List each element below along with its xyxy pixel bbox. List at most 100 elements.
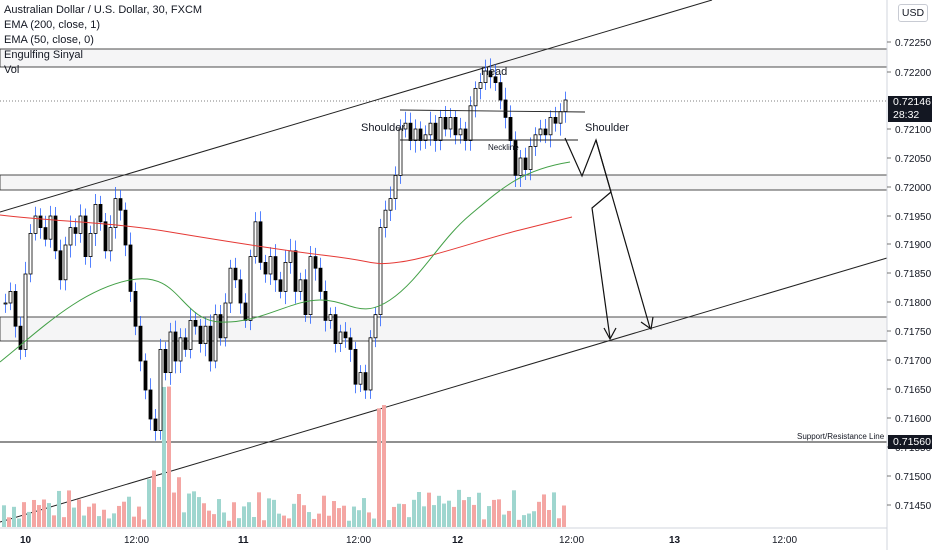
candle-body (258, 221, 263, 263)
indicator-volume[interactable]: Vol (4, 64, 20, 76)
volume-bar (152, 470, 156, 527)
candle-body (303, 279, 308, 315)
candle-body (218, 314, 223, 339)
price-tick-label: 0.71950 (895, 212, 932, 223)
candle-body (298, 279, 303, 292)
price-tick-label: 0.71800 (895, 298, 932, 309)
candle-body (228, 267, 233, 304)
candle-body (353, 348, 358, 385)
volume-bar (452, 506, 456, 527)
volume-bar (97, 516, 101, 527)
time-tick-label: 12:00 (559, 535, 584, 546)
volume-bar (327, 515, 331, 527)
volume-bar (307, 512, 311, 527)
candle-body (308, 256, 313, 316)
candle-body (328, 314, 333, 321)
symbol-title[interactable]: Australian Dollar / U.S. Dollar, 30, FXC… (4, 4, 203, 16)
volume-bar (137, 506, 141, 527)
channel-lower-line (0, 257, 888, 523)
candle-body (538, 128, 543, 136)
candle-body (418, 128, 423, 141)
volume-bar (107, 518, 111, 527)
candle-body (53, 215, 58, 252)
volume-bar (537, 501, 541, 527)
volume-bar (227, 520, 231, 527)
candle-body (508, 117, 513, 142)
candle-body (208, 325, 213, 362)
volume-bar (12, 506, 16, 527)
price-tick-label: 0.72100 (895, 125, 932, 136)
volume-bar (192, 491, 196, 527)
volume-bar (352, 506, 356, 527)
candle-body (233, 267, 238, 281)
volume-bar (62, 517, 66, 527)
volume-bar (177, 477, 181, 527)
volume-bar (487, 506, 491, 527)
currency-button[interactable]: USD (898, 4, 928, 22)
candle-body (293, 250, 298, 292)
candle-body (28, 232, 33, 275)
volume-bar (247, 502, 251, 527)
candle-body (338, 331, 343, 344)
candle-body (478, 82, 483, 89)
candle-body (373, 314, 378, 339)
volume-bar (7, 517, 11, 527)
volume-bar (297, 494, 301, 527)
candle-body (278, 279, 283, 292)
volume-bar (102, 509, 106, 527)
volume-bar (32, 499, 36, 527)
candle-body (103, 221, 108, 252)
volume-bar (507, 510, 511, 527)
volume-bar (57, 490, 61, 527)
volume-bar (312, 518, 316, 527)
indicator-ema200[interactable]: EMA (200, close, 1) (4, 19, 100, 31)
volume-bar (497, 499, 501, 527)
candle-body (488, 70, 493, 78)
candle-body (558, 111, 563, 124)
volume-bar (127, 496, 131, 527)
candle-body (148, 389, 153, 420)
volume-bar (37, 505, 41, 527)
candle-body (563, 99, 568, 112)
chart-legend: Australian Dollar / U.S. Dollar, 30, FXC… (4, 3, 202, 78)
volume-bar (382, 405, 386, 527)
price-tick-label: 0.71700 (895, 356, 932, 367)
volume-bar (517, 519, 521, 527)
volume-bar (242, 506, 246, 527)
candle-body (183, 337, 188, 350)
candle-body (108, 227, 113, 252)
resistance-zone-mid (0, 174, 888, 191)
volume-bar (422, 506, 426, 527)
volume-bar (552, 492, 556, 527)
candle-body (253, 221, 258, 258)
volume-bar (372, 518, 376, 527)
volume-bar (392, 506, 396, 527)
volume-bar (187, 493, 191, 527)
candle-body (68, 227, 73, 246)
volume-bar (257, 492, 261, 527)
volume-bar (237, 518, 241, 527)
candle-body (458, 128, 463, 136)
volume-bar (72, 507, 76, 527)
volume-bar (542, 494, 546, 527)
candle-body (453, 117, 458, 136)
indicator-engulfing[interactable]: Engulfing Sinyal (4, 49, 83, 61)
candle-body (38, 215, 43, 228)
volume-bar (117, 505, 121, 527)
neckline-label: Neckline (488, 143, 519, 152)
candle-body (398, 128, 403, 176)
volume-bar (277, 513, 281, 527)
time-tick-label: 13 (669, 535, 681, 546)
volume-bar (207, 510, 211, 527)
volume-bar (437, 495, 441, 527)
volume-bar (52, 515, 56, 527)
volume-bar (362, 498, 366, 527)
candle-body (348, 337, 353, 350)
price-tick-label: 0.71900 (895, 240, 932, 251)
bar-countdown: 28:32 (893, 109, 920, 121)
candle-body (378, 227, 383, 316)
indicator-ema50[interactable]: EMA (50, close, 0) (4, 34, 94, 46)
volume-bar (332, 501, 336, 527)
volume-bar (92, 503, 96, 527)
